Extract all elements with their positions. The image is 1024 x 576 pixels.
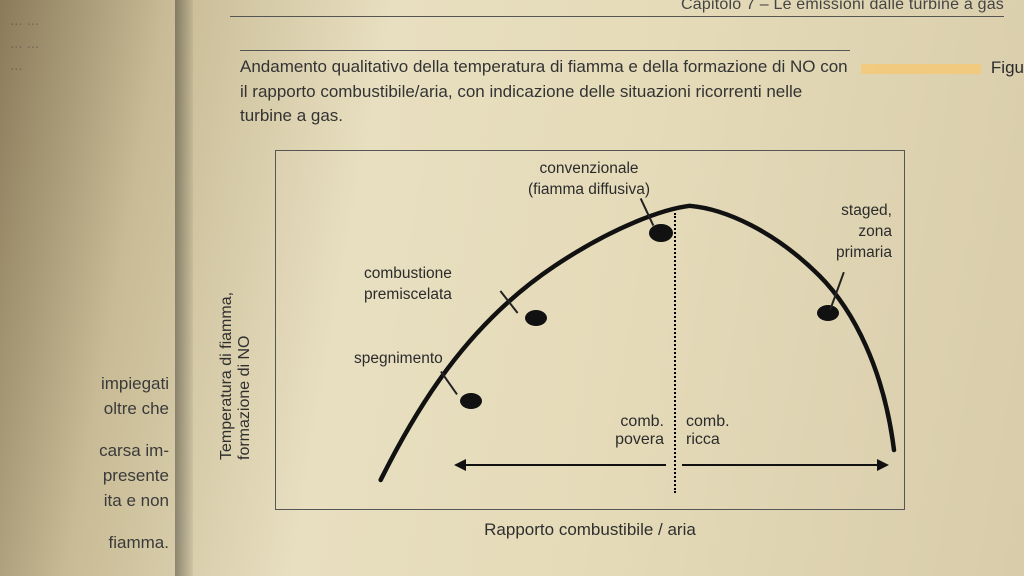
caption-top-rule [240, 50, 850, 51]
y-axis-label-line1: Temperatura di fiamma, [218, 292, 235, 460]
label-convenzionale: convenzionale (fiamma diffusiva) [528, 159, 650, 201]
y-axis-label: Temperatura di fiamma, formazione di NO [218, 170, 258, 470]
margin-line: presente [10, 464, 169, 489]
main-content: Capitolo 7 – Le emissioni dalle turbine … [200, 0, 1024, 576]
margin-line: fiamma. [10, 531, 169, 556]
label-comb-ricca: comb.ricca [686, 413, 730, 449]
chart-frame: spegnimento combustione premiscelata con… [275, 150, 905, 510]
chapter-header: Capitolo 7 – Le emissioni dalle turbine … [681, 0, 1004, 14]
arrow-head-right [877, 459, 889, 471]
point-staged [817, 305, 839, 321]
left-margin-column: ... ... ... ... ... impiegati oltre che … [0, 0, 175, 576]
label-staged: staged, zona primaria [836, 201, 892, 264]
label-spegnimento: spegnimento [354, 349, 443, 370]
figure-caption: Andamento qualitativo della temperatura … [240, 55, 850, 129]
margin-line: impiegati [10, 372, 169, 397]
stoichiometric-divider [674, 213, 676, 493]
book-gutter [175, 0, 193, 576]
left-margin-text: impiegati oltre che carsa im- presente i… [10, 372, 169, 556]
margin-line: ita e non [10, 489, 169, 514]
flame-temp-curve [276, 151, 904, 510]
margin-line: carsa im- [10, 439, 169, 464]
chapter-header-rule [230, 16, 1004, 17]
margin-line: oltre che [10, 397, 169, 422]
label-premiscelata: combustione premiscelata [364, 264, 452, 306]
label-comb-povera: comb.povera [594, 413, 664, 449]
figure-label: Figu [991, 58, 1024, 78]
bleed-through-text: ... ... ... ... ... [10, 10, 169, 78]
x-axis-label: Rapporto combustibile / aria [275, 520, 905, 540]
region-arrow-right [682, 464, 877, 466]
region-arrow-left [466, 464, 666, 466]
point-spegnimento [460, 393, 482, 409]
page-root: ... ... ... ... ... impiegati oltre che … [0, 0, 1024, 576]
point-convenzionale [649, 224, 673, 242]
point-premiscelata [525, 310, 547, 326]
y-axis-label-line2: formazione di NO [236, 336, 253, 461]
arrow-head-left [454, 459, 466, 471]
